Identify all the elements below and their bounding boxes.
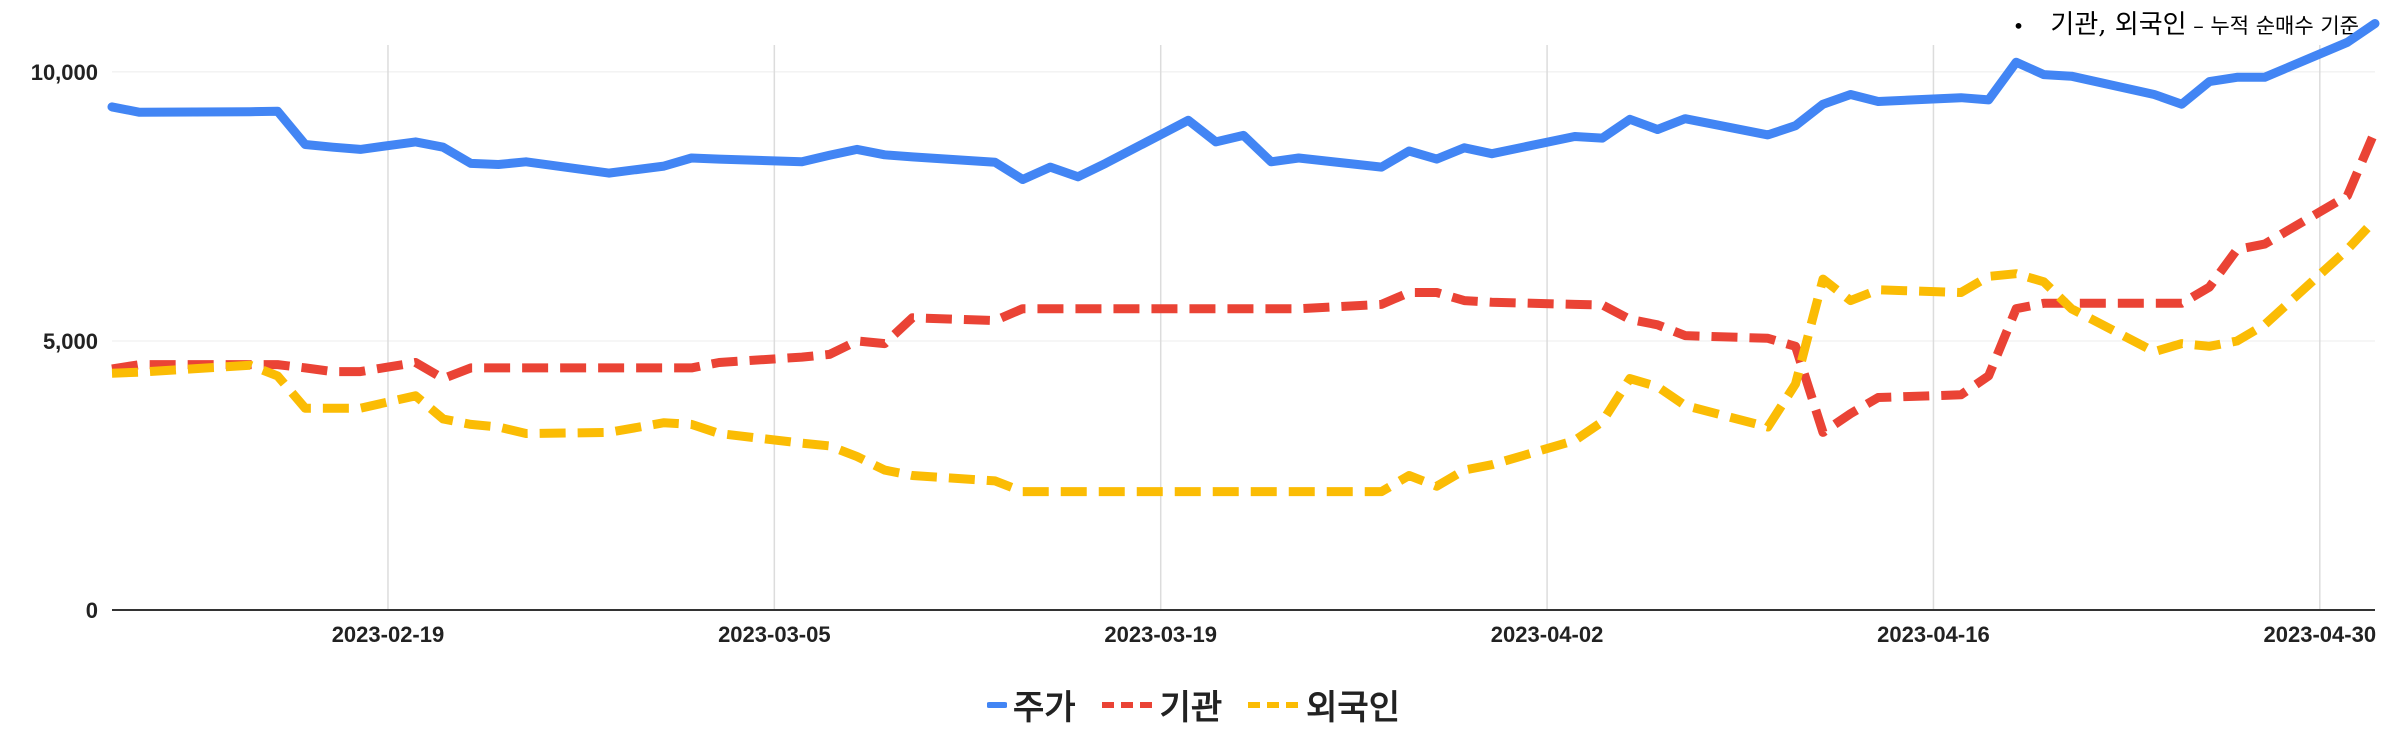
legend-label: 주가 [1013, 688, 1076, 728]
tick-labels: 0 5,000 10,000 2023-02-19 2023-03-05 2023-03-… [31, 60, 2376, 647]
note-main: 기관, 외국인 [2050, 10, 2187, 40]
y-tick-label: 0 [86, 598, 98, 623]
x-tick-label: 2023-03-05 [718, 622, 831, 647]
chart-note: • 기관, 외국인 – 누적 순매수 기준 [2013, 4, 2359, 41]
legend-swatch [1248, 701, 1299, 708]
x-tick-label: 2023-04-30 [2264, 622, 2377, 647]
note-bullet: • [2012, 14, 2025, 38]
legend-item: 기관 [1100, 680, 1223, 729]
legend-label: 외국인 [1306, 688, 1400, 728]
series-line-주가 [107, 19, 2380, 184]
chart-legend: 주가 기관 외국인 [0, 680, 2387, 729]
x-tick-label: 2023-03-19 [1104, 622, 1217, 647]
y-tick-label: 5,000 [43, 329, 98, 354]
note-rest: – 누적 순매수 기준 [2186, 14, 2359, 38]
legend-swatch [987, 701, 1008, 708]
x-tick-label: 2023-04-16 [1877, 622, 1990, 647]
legend-label: 기관 [1159, 688, 1223, 728]
legend-item: 외국인 [1246, 680, 1400, 729]
legend-swatch [1101, 701, 1152, 708]
series-lines [107, 19, 2380, 497]
series-line-기관 [111, 129, 2380, 437]
gridlines [112, 45, 2375, 610]
x-tick-label: 2023-04-02 [1491, 622, 1604, 647]
series-line-외국인 [111, 216, 2379, 497]
legend-item: 주가 [987, 680, 1076, 729]
y-tick-label: 10,000 [31, 60, 98, 85]
x-tick-label: 2023-02-19 [332, 622, 445, 647]
